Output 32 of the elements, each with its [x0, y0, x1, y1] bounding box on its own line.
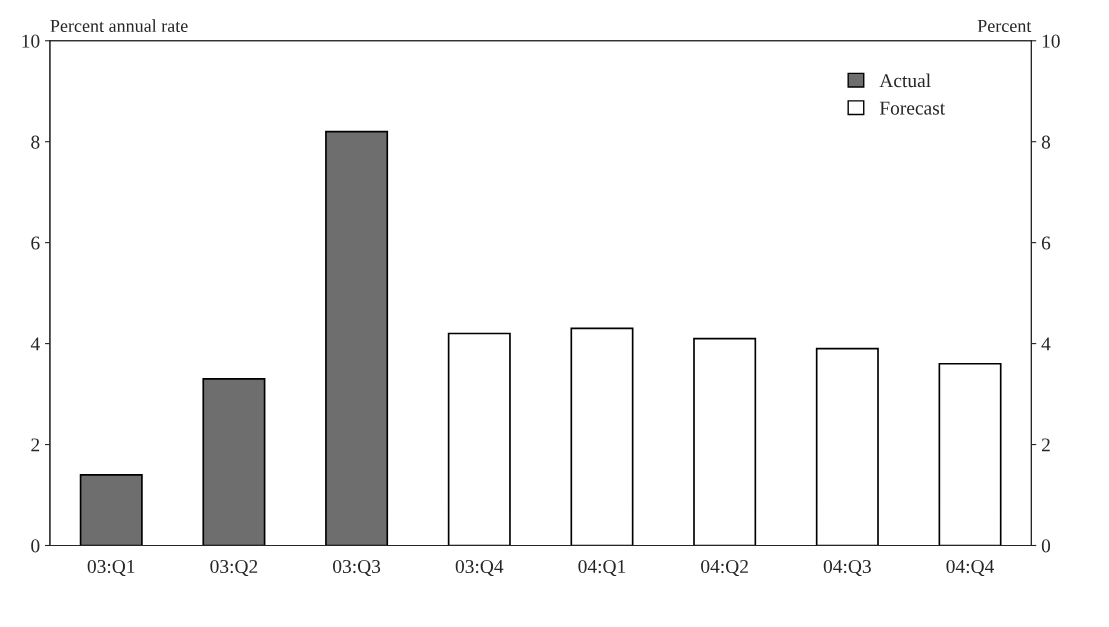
- y-tick-label: 4: [30, 337, 40, 351]
- y2-tick-label: 10: [1042, 34, 1060, 48]
- bar: [938, 362, 1002, 546]
- bar: [693, 337, 757, 546]
- y-tick-label: 10: [22, 34, 40, 48]
- bar: [202, 378, 266, 546]
- legend-label: Actual: [879, 73, 931, 88]
- y2-tick-label: 8: [1041, 135, 1051, 149]
- y-tick-label: 0: [31, 539, 40, 553]
- y2-tick-label: 4: [1041, 337, 1051, 351]
- bar: [447, 332, 511, 546]
- bar: [570, 327, 634, 546]
- y-tick-label: 8: [31, 135, 40, 149]
- x-tick-label: 03:Q1: [87, 559, 135, 577]
- y-tick-label: 2: [31, 438, 40, 452]
- y-axis-title: Percent annual rate: [50, 19, 188, 33]
- y2-tick-label: 0: [1041, 539, 1051, 553]
- bar: [325, 130, 389, 546]
- y2-tick-label: 6: [1041, 236, 1051, 250]
- x-tick-label: 04:Q1: [578, 559, 626, 577]
- y2-tick-label: 2: [1041, 438, 1050, 452]
- x-tick-label: 04:Q4: [946, 559, 995, 577]
- x-tick-label: 03:Q2: [210, 559, 258, 577]
- y-tick-label: 6: [31, 236, 40, 250]
- y2-axis-title: Percent: [977, 20, 1032, 33]
- x-tick-label: 03:Q4: [455, 559, 504, 577]
- legend-label: Forecast: [879, 101, 946, 115]
- x-tick-label: 03:Q3: [333, 559, 381, 577]
- x-tick-label: 04:Q3: [823, 559, 871, 577]
- bar: [79, 473, 143, 546]
- bar: [815, 347, 879, 546]
- x-tick-label: 04:Q2: [701, 559, 748, 577]
